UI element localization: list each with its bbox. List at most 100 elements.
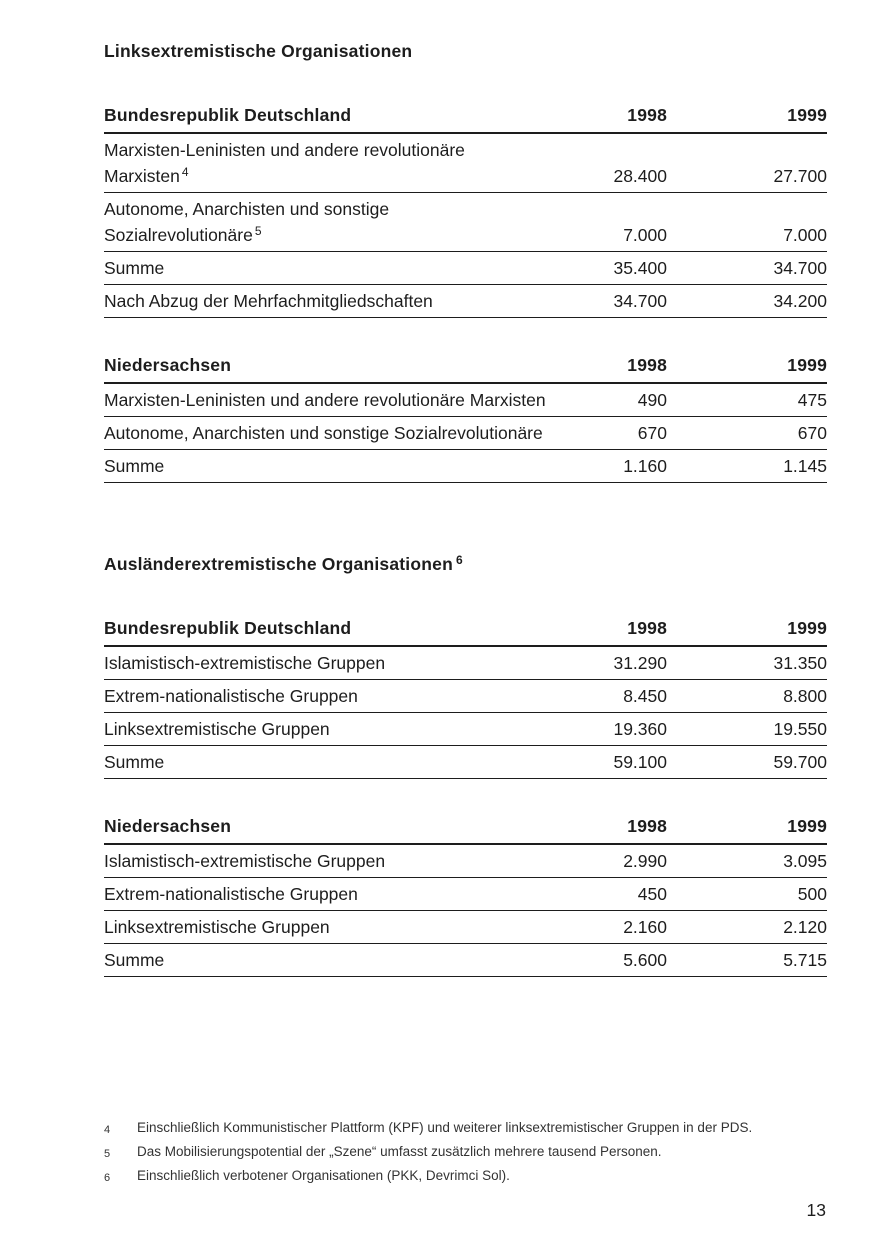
value-1998: 2.990 <box>607 844 667 878</box>
row-label: Summe <box>104 752 165 772</box>
value-1999: 500 <box>667 877 827 911</box>
row-label: Islamistisch-extremistische Gruppen <box>104 653 386 673</box>
value-1999: 31.350 <box>667 646 827 680</box>
value-1998: 7.000 <box>607 192 667 252</box>
row-label-cell: Extrem-nationalistische Gruppen <box>104 679 607 713</box>
year-column-1999: 1999 <box>667 102 827 134</box>
table-row-summe: Summe 1.160 1.145 <box>104 449 827 483</box>
row-label: Autonome, Anarchisten und sonstige Sozia… <box>104 423 543 443</box>
footnote: 6 Einschließlich verbotener Organisation… <box>104 1165 826 1189</box>
footnote-text: Einschließlich Kommunistischer Plattform… <box>137 1120 753 1135</box>
row-label-cell: Summe <box>104 943 607 977</box>
value-1999: 19.550 <box>667 712 827 746</box>
footnote-ref: 6 <box>455 553 463 567</box>
table-row-summe: Summe 5.600 5.715 <box>104 943 827 977</box>
table-row: Linksextremistische Gruppen 2.160 2.120 <box>104 910 827 944</box>
table-linksextrem-niedersachsen: Niedersachsen 1998 1999 Marxisten-Lenini… <box>104 352 827 483</box>
footnote-ref: 4 <box>181 165 189 179</box>
table-row: Autonome, Anarchisten und sonstige Sozia… <box>104 416 827 450</box>
year-column-1999: 1999 <box>667 352 827 384</box>
table-header-region: Bundesrepublik Deutschland <box>104 102 607 134</box>
section-title-text: Ausländerextremistische Organisationen <box>104 554 453 574</box>
value-1998: 1.160 <box>607 449 667 483</box>
table-row: Extrem-nationalistische Gruppen 8.450 8.… <box>104 679 827 713</box>
row-label-cell: Islamistisch-extremistische Gruppen <box>104 844 607 878</box>
table-header-region: Niedersachsen <box>104 352 607 384</box>
row-label: Nach Abzug der Mehrfachmitgliedschaften <box>104 291 433 311</box>
value-1998: 31.290 <box>607 646 667 680</box>
value-1998: 670 <box>607 416 667 450</box>
table-linksextrem-bund: Bundesrepublik Deutschland 1998 1999 Mar… <box>104 102 827 318</box>
row-label: Extrem-nationalistische Gruppen <box>104 884 358 904</box>
value-1998: 450 <box>607 877 667 911</box>
table-header-row: Bundesrepublik Deutschland 1998 1999 <box>104 615 827 647</box>
value-1998: 19.360 <box>607 712 667 746</box>
table-header-region: Bundesrepublik Deutschland <box>104 615 607 647</box>
footnotes: 4 Einschließlich Kommunistischer Plattfo… <box>104 1117 826 1189</box>
row-label: Summe <box>104 258 165 278</box>
table-row: Autonome, Anarchisten und sonstige Sozia… <box>104 192 827 252</box>
value-1999: 34.700 <box>667 251 827 285</box>
footnote-text: Das Mobilisierungspotential der „Szene“ … <box>137 1144 662 1159</box>
value-1998: 59.100 <box>607 745 667 779</box>
value-1999: 670 <box>667 416 827 450</box>
table-row: Marxisten-Leninisten und andere revoluti… <box>104 383 827 417</box>
value-1998: 2.160 <box>607 910 667 944</box>
row-label-cell: Summe <box>104 745 607 779</box>
row-label: Linksextremistische Gruppen <box>104 719 330 739</box>
row-label-cell: Autonome, Anarchisten und sonstige Sozia… <box>104 416 607 450</box>
year-column-1998: 1998 <box>607 352 667 384</box>
value-1999: 5.715 <box>667 943 827 977</box>
row-label: Summe <box>104 950 165 970</box>
row-label-cell: Marxisten-Leninisten und andere revoluti… <box>104 133 607 193</box>
row-label: Marxisten-Leninisten und andere revoluti… <box>104 140 465 186</box>
row-label-cell: Islamistisch-extremistische Gruppen <box>104 646 607 680</box>
table-row-summe: Summe 59.100 59.700 <box>104 745 827 779</box>
year-column-1999: 1999 <box>667 615 827 647</box>
value-1999: 475 <box>667 383 827 417</box>
year-column-1999: 1999 <box>667 813 827 845</box>
row-label-cell: Summe <box>104 251 607 285</box>
table-row: Extrem-nationalistische Gruppen 450 500 <box>104 877 827 911</box>
year-column-1998: 1998 <box>607 615 667 647</box>
value-1998: 5.600 <box>607 943 667 977</box>
footnote-ref: 5 <box>254 224 262 238</box>
row-label-cell: Linksextremistische Gruppen <box>104 712 607 746</box>
table-row: Nach Abzug der Mehrfachmitgliedschaften … <box>104 284 827 318</box>
row-label: Summe <box>104 456 165 476</box>
row-label: Islamistisch-extremistische Gruppen <box>104 851 386 871</box>
row-label: Autonome, Anarchisten und sonstige Sozia… <box>104 199 390 245</box>
row-label-cell: Extrem-nationalistische Gruppen <box>104 877 607 911</box>
footnote-marker: 5 <box>104 1148 111 1160</box>
year-column-1998: 1998 <box>607 102 667 134</box>
value-1999: 34.200 <box>667 284 827 318</box>
row-label-cell: Marxisten-Leninisten und andere revoluti… <box>104 383 607 417</box>
value-1999: 2.120 <box>667 910 827 944</box>
section-title-auslaenderextremistische: Ausländerextremistische Organisationen 6 <box>104 549 826 575</box>
footnote: 4 Einschließlich Kommunistischer Plattfo… <box>104 1117 826 1141</box>
table-row: Islamistisch-extremistische Gruppen 31.2… <box>104 646 827 680</box>
table-header-row: Bundesrepublik Deutschland 1998 1999 <box>104 102 827 134</box>
value-1998: 8.450 <box>607 679 667 713</box>
row-label-cell: Autonome, Anarchisten und sonstige Sozia… <box>104 192 607 252</box>
row-label-cell: Linksextremistische Gruppen <box>104 910 607 944</box>
footnote: 5 Das Mobilisierungspotential der „Szene… <box>104 1141 826 1165</box>
row-label-cell: Summe <box>104 449 607 483</box>
value-1999: 3.095 <box>667 844 827 878</box>
value-1999: 1.145 <box>667 449 827 483</box>
table-header-region: Niedersachsen <box>104 813 607 845</box>
table-row-summe: Summe 35.400 34.700 <box>104 251 827 285</box>
section-title-text: Linksextremistische Organisationen <box>104 41 413 61</box>
table-auslaender-bund: Bundesrepublik Deutschland 1998 1999 Isl… <box>104 615 827 779</box>
value-1998: 28.400 <box>607 133 667 193</box>
table-header-row: Niedersachsen 1998 1999 <box>104 352 827 384</box>
year-column-1998: 1998 <box>607 813 667 845</box>
value-1999: 7.000 <box>667 192 827 252</box>
table-row: Marxisten-Leninisten und andere revoluti… <box>104 133 827 193</box>
value-1998: 35.400 <box>607 251 667 285</box>
value-1999: 27.700 <box>667 133 827 193</box>
value-1998: 490 <box>607 383 667 417</box>
section-title-linksextremistische: Linksextremistische Organisationen <box>104 40 826 62</box>
value-1999: 59.700 <box>667 745 827 779</box>
